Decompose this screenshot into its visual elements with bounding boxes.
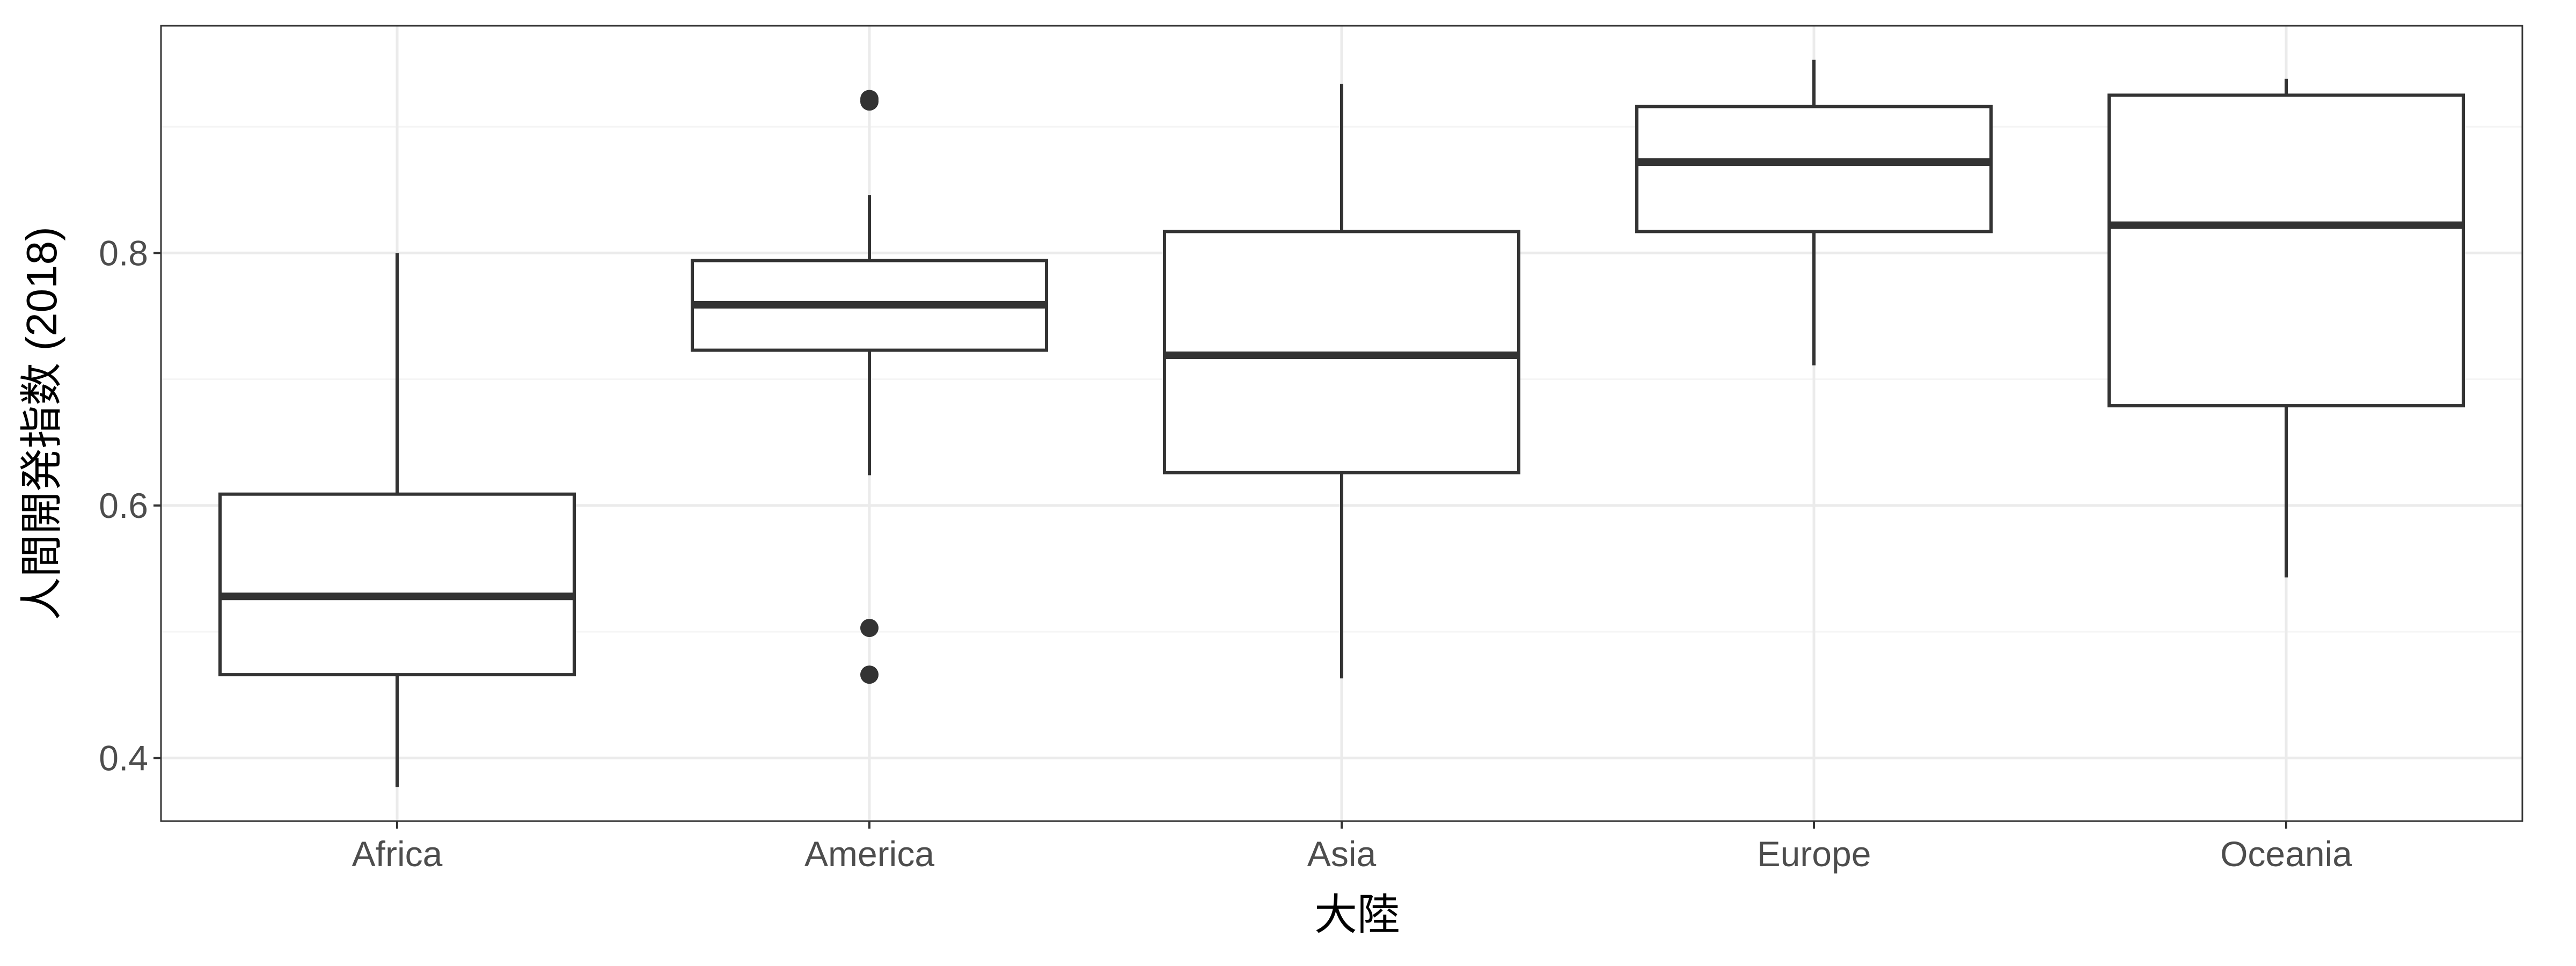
tick-layer: 0.4 0.6 0.8 Africa America Asia Europe Oceania	[99, 233, 2352, 874]
y-axis-title: 人間開発指数 (2018)	[18, 226, 65, 620]
x-tick-label: Africa	[352, 834, 443, 874]
x-tick-label: America	[804, 834, 934, 874]
box-layer	[218, 60, 2465, 787]
box-asia	[1163, 84, 1520, 679]
x-axis-title: 大陸	[1314, 891, 1400, 939]
x-tick-label: Europe	[1757, 834, 1871, 874]
iqr-box	[2107, 93, 2465, 408]
y-tick-label: 0.4	[99, 738, 148, 778]
x-tick-label: Asia	[1307, 834, 1377, 874]
box-europe	[1635, 60, 1993, 365]
y-tick-label: 0.8	[99, 233, 148, 273]
x-tick-label: Oceania	[2220, 834, 2352, 874]
outlier-point	[860, 665, 879, 684]
box-africa	[218, 253, 576, 787]
outlier-point	[860, 619, 879, 638]
y-tick-label: 0.6	[99, 486, 148, 525]
box-america	[691, 90, 1048, 684]
box-oceania	[2107, 78, 2465, 577]
iqr-box	[218, 492, 576, 677]
outlier-point	[860, 92, 879, 111]
iqr-box	[1635, 105, 1993, 233]
